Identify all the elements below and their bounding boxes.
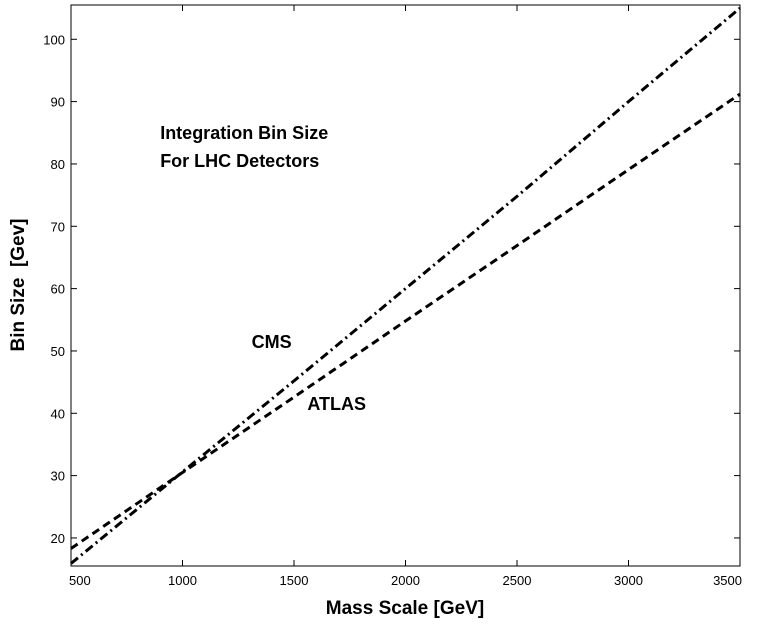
y-tick-label: 50 — [51, 344, 65, 359]
y-tick-label: 90 — [51, 95, 65, 110]
y-axis-title: Bin Size [Gev] — [8, 218, 29, 351]
annotation-label: ATLAS — [307, 394, 366, 414]
annotation-label: Integration Bin Size — [160, 123, 328, 143]
x-tick-label: 3500 — [713, 573, 742, 588]
series-line-cms — [70, 6, 741, 565]
y-tick-label: 100 — [43, 32, 65, 47]
tick-layer: 500 1000 1500 2000 2500 3000 3500 20 30 40 50 60 70 8… — [43, 5, 742, 588]
annotation-label: CMS — [252, 332, 292, 352]
annotation-label: For LHC Detectors — [160, 151, 319, 171]
x-axis-title: Mass Scale [GeV] — [326, 598, 484, 619]
y-tick-label: 30 — [51, 469, 65, 484]
series-layer — [70, 6, 741, 565]
series-line-atlas — [70, 92, 741, 550]
x-tick-label: 3000 — [614, 573, 643, 588]
y-tick-label: 20 — [51, 531, 65, 546]
y-tick-label: 40 — [51, 406, 65, 421]
x-tick-label: 1000 — [168, 573, 197, 588]
x-tick-label: 2500 — [503, 573, 532, 588]
x-tick-label: 1500 — [280, 573, 309, 588]
x-tick-label: 500 — [69, 573, 91, 588]
y-tick-label: 80 — [51, 157, 65, 172]
y-tick-label: 70 — [51, 219, 65, 234]
y-tick-label: 60 — [51, 282, 65, 297]
x-tick-label: 2000 — [391, 573, 420, 588]
annotation-layer: Integration Bin Size For LHC Detectors CMS… — [160, 123, 366, 414]
